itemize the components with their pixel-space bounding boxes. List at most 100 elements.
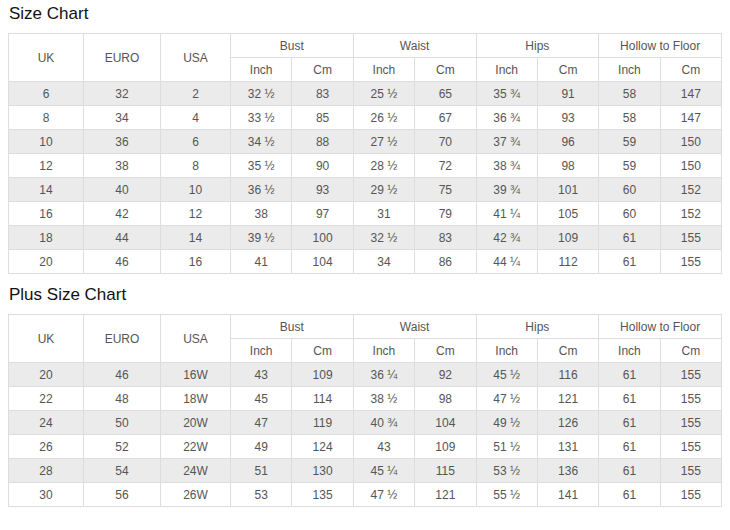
table-cell: 38 ¾ — [476, 154, 537, 178]
table-cell: 38 — [231, 202, 292, 226]
table-cell: 90 — [292, 154, 353, 178]
table-cell: 40 ¾ — [353, 411, 414, 435]
table-cell: 61 — [599, 411, 660, 435]
table-cell: 141 — [537, 483, 598, 507]
table-cell: 53 — [231, 483, 292, 507]
table-cell: 92 — [415, 363, 476, 387]
table-cell: 152 — [660, 202, 721, 226]
column-header-uk: UK — [9, 315, 84, 363]
group-header-hollow-to-floor: Hollow to Floor — [599, 34, 722, 58]
table-cell: 115 — [415, 459, 476, 483]
table-cell: 104 — [292, 250, 353, 274]
table-cell: 61 — [599, 459, 660, 483]
plus-size-chart-table: UKEUROUSABustWaistHipsHollow to FloorInc… — [8, 314, 722, 507]
unit-header-inch: Inch — [231, 339, 292, 363]
table-cell: 18W — [161, 387, 231, 411]
table-cell: 20 — [9, 250, 84, 274]
table-cell: 135 — [292, 483, 353, 507]
table-cell: 42 ¾ — [476, 226, 537, 250]
unit-header-inch: Inch — [599, 339, 660, 363]
table-cell: 43 — [231, 363, 292, 387]
table-row: 1642123897317941 ¼10560152 — [9, 202, 722, 226]
table-cell: 147 — [660, 106, 721, 130]
table-row: 305626W5313547 ½12155 ½14161155 — [9, 483, 722, 507]
table-cell: 126 — [537, 411, 598, 435]
unit-header-inch: Inch — [476, 58, 537, 82]
table-row: 245020W4711940 ¾10449 ½12661155 — [9, 411, 722, 435]
table-cell: 36 ¾ — [476, 106, 537, 130]
table-cell: 6 — [161, 130, 231, 154]
column-header-uk: UK — [9, 34, 84, 82]
table-cell: 26W — [161, 483, 231, 507]
table-cell: 101 — [537, 178, 598, 202]
table-row: 1238835 ½9028 ½7238 ¾9859150 — [9, 154, 722, 178]
table-cell: 16 — [9, 202, 84, 226]
table-cell: 51 — [231, 459, 292, 483]
table-cell: 100 — [292, 226, 353, 250]
table-cell: 147 — [660, 82, 721, 106]
table-cell: 61 — [599, 226, 660, 250]
table-cell: 38 ½ — [353, 387, 414, 411]
table-cell: 116 — [537, 363, 598, 387]
table-cell: 47 — [231, 411, 292, 435]
table-cell: 56 — [84, 483, 161, 507]
column-header-usa: USA — [161, 315, 231, 363]
table-cell: 114 — [292, 387, 353, 411]
table-cell: 121 — [537, 387, 598, 411]
table-cell: 67 — [415, 106, 476, 130]
column-header-usa: USA — [161, 34, 231, 82]
table-row: 265222W491244310951 ½13161155 — [9, 435, 722, 459]
table-cell: 93 — [537, 106, 598, 130]
table-cell: 26 — [9, 435, 84, 459]
table-cell: 59 — [599, 154, 660, 178]
table-cell: 41 — [231, 250, 292, 274]
table-cell: 83 — [415, 226, 476, 250]
table-cell: 124 — [292, 435, 353, 459]
table-cell: 32 ½ — [231, 82, 292, 106]
table-cell: 36 ¼ — [353, 363, 414, 387]
table-cell: 39 ½ — [231, 226, 292, 250]
table-cell: 24W — [161, 459, 231, 483]
table-cell: 119 — [292, 411, 353, 435]
table-cell: 98 — [415, 387, 476, 411]
table-row: 18441439 ½10032 ½8342 ¾10961155 — [9, 226, 722, 250]
table-cell: 55 ½ — [476, 483, 537, 507]
table-cell: 53 ½ — [476, 459, 537, 483]
table-cell: 155 — [660, 411, 721, 435]
size-chart-section: Size Chart UKEUROUSABustWaistHipsHollow … — [8, 4, 722, 274]
table-cell: 26 ½ — [353, 106, 414, 130]
table-row: 632232 ½8325 ½6535 ¾9158147 — [9, 82, 722, 106]
table-cell: 155 — [660, 459, 721, 483]
table-cell: 58 — [599, 82, 660, 106]
table-cell: 34 ½ — [231, 130, 292, 154]
table-cell: 14 — [161, 226, 231, 250]
table-cell: 46 — [84, 250, 161, 274]
table-row: 20461641104348644 ¼11261155 — [9, 250, 722, 274]
table-cell: 22W — [161, 435, 231, 459]
unit-header-inch: Inch — [353, 58, 414, 82]
table-cell: 75 — [415, 178, 476, 202]
table-cell: 41 ¼ — [476, 202, 537, 226]
table-cell: 109 — [537, 226, 598, 250]
table-cell: 136 — [537, 459, 598, 483]
table-cell: 36 ½ — [231, 178, 292, 202]
table-cell: 24 — [9, 411, 84, 435]
table-cell: 152 — [660, 178, 721, 202]
table-cell: 131 — [537, 435, 598, 459]
table-cell: 109 — [415, 435, 476, 459]
table-cell: 38 — [84, 154, 161, 178]
table-cell: 83 — [292, 82, 353, 106]
table-cell: 60 — [599, 202, 660, 226]
table-cell: 49 — [231, 435, 292, 459]
table-cell: 12 — [9, 154, 84, 178]
table-cell: 105 — [537, 202, 598, 226]
table-cell: 50 — [84, 411, 161, 435]
table-cell: 34 — [353, 250, 414, 274]
group-header-hips: Hips — [476, 315, 599, 339]
table-cell: 61 — [599, 250, 660, 274]
table-cell: 37 ¾ — [476, 130, 537, 154]
table-cell: 93 — [292, 178, 353, 202]
table-cell: 96 — [537, 130, 598, 154]
group-header-waist: Waist — [353, 34, 476, 58]
table-cell: 47 ½ — [476, 387, 537, 411]
